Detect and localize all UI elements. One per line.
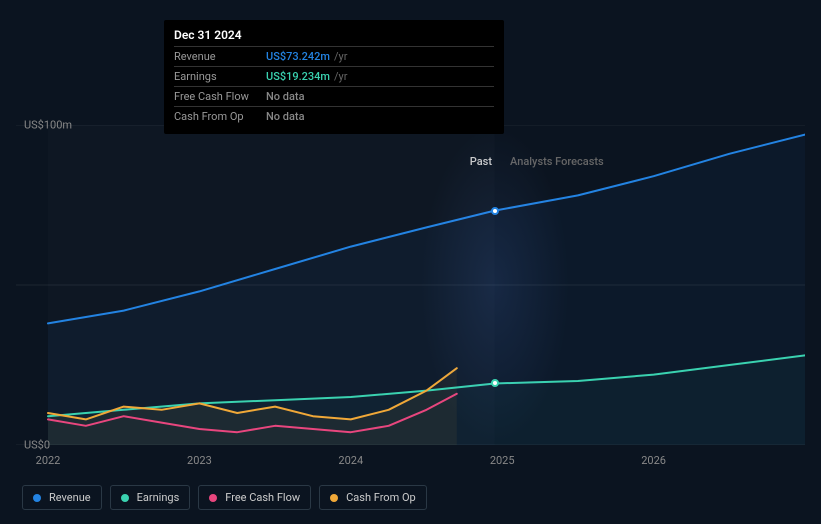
chart-legend: Revenue Earnings Free Cash Flow Cash From O… <box>22 485 427 510</box>
tooltip-row-suffix: /yr <box>334 50 347 63</box>
legend-label: Earnings <box>137 491 180 504</box>
region-label-past: Past <box>470 155 492 168</box>
x-axis-tick-label: 2026 <box>641 454 666 467</box>
legend-dot-icon <box>209 494 217 502</box>
chart-tooltip: Dec 31 2024 RevenueUS$73.242m/yrEarnings… <box>164 20 504 134</box>
legend-item[interactable]: Free Cash Flow <box>198 485 311 510</box>
x-axis-tick-label: 2024 <box>338 454 363 467</box>
legend-item[interactable]: Revenue <box>22 485 102 510</box>
tooltip-row-value: No data <box>266 90 305 103</box>
tooltip-row: Cash From OpNo data <box>174 106 494 126</box>
x-axis-tick-label: 2022 <box>36 454 61 467</box>
tooltip-row-value: US$19.234m <box>266 70 330 83</box>
forecast-chart[interactable]: Past Analysts Forecasts <box>16 125 805 445</box>
tooltip-row-label: Revenue <box>174 50 266 63</box>
tooltip-row: EarningsUS$19.234m/yr <box>174 66 494 86</box>
legend-item[interactable]: Earnings <box>110 485 191 510</box>
tooltip-row-value: US$73.242m <box>266 50 330 63</box>
tooltip-row-label: Earnings <box>174 70 266 83</box>
tooltip-row-value: No data <box>266 110 305 123</box>
legend-label: Cash From Op <box>346 491 416 504</box>
tooltip-row: Free Cash FlowNo data <box>174 86 494 106</box>
x-axis-tick-label: 2025 <box>490 454 515 467</box>
hover-marker <box>491 207 499 215</box>
hover-marker <box>491 379 499 387</box>
tooltip-date: Dec 31 2024 <box>174 28 494 46</box>
region-label-forecast: Analysts Forecasts <box>510 155 604 168</box>
legend-label: Free Cash Flow <box>225 491 300 504</box>
legend-dot-icon <box>330 494 338 502</box>
legend-dot-icon <box>33 494 41 502</box>
tooltip-row-suffix: /yr <box>334 70 347 83</box>
tooltip-row: RevenueUS$73.242m/yr <box>174 46 494 66</box>
legend-dot-icon <box>121 494 129 502</box>
legend-item[interactable]: Cash From Op <box>319 485 427 510</box>
x-axis-tick-label: 2023 <box>187 454 212 467</box>
x-axis: 2022 2023 2024 2025 2026 <box>16 448 805 468</box>
y-axis-tick-label: US$100m <box>24 119 72 132</box>
tooltip-row-label: Cash From Op <box>174 110 266 123</box>
tooltip-row-label: Free Cash Flow <box>174 90 266 103</box>
legend-label: Revenue <box>49 491 91 504</box>
